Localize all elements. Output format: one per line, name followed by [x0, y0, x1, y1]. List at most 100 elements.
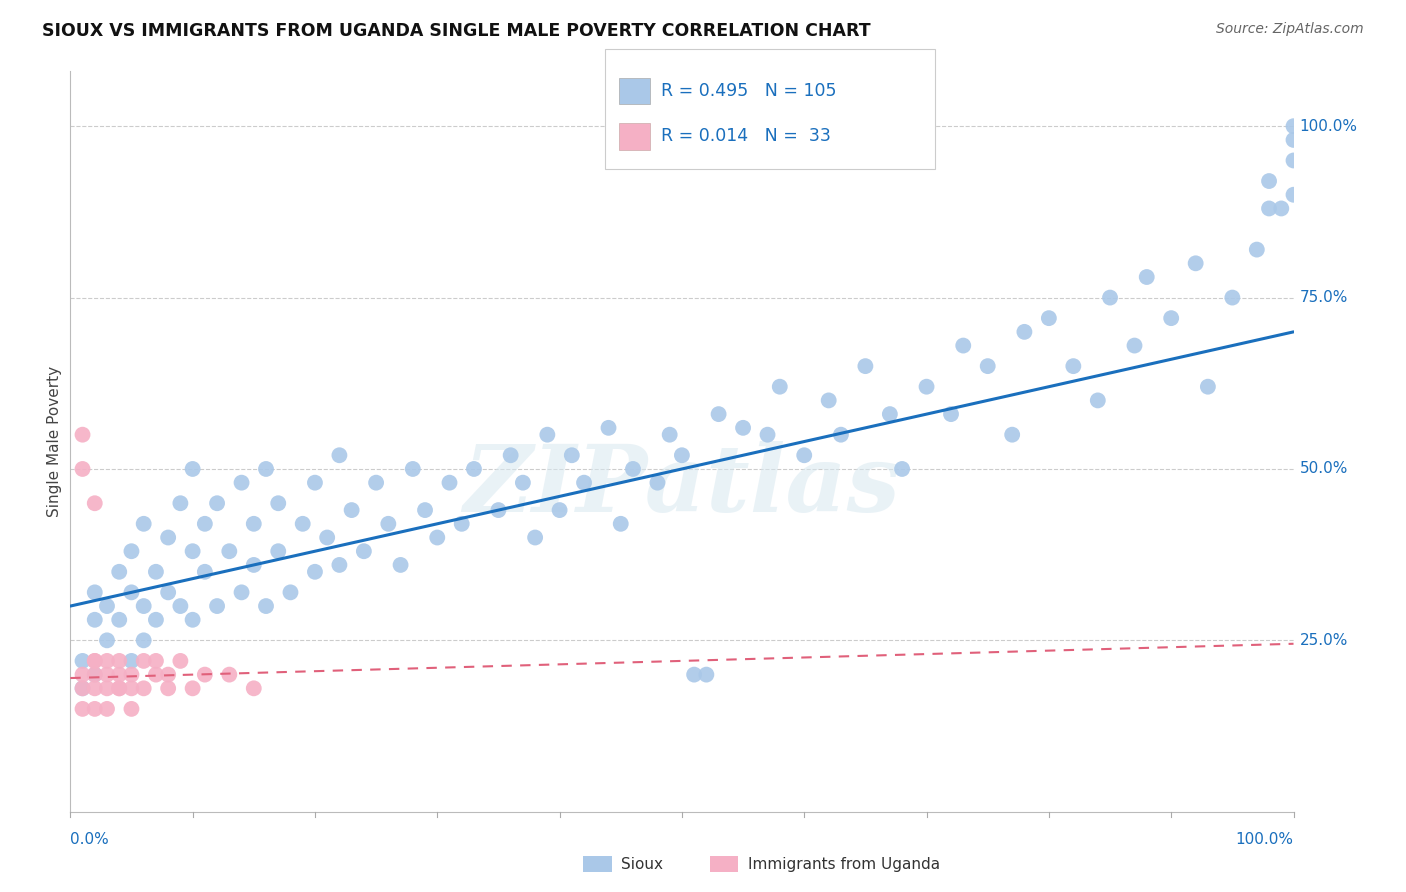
Point	[72, 681, 94, 696]
Point	[169, 599, 191, 613]
Point	[1282, 119, 1305, 133]
Point	[121, 702, 143, 716]
Point	[769, 380, 792, 394]
Point	[157, 681, 180, 696]
Text: Immigrants from Uganda: Immigrants from Uganda	[748, 857, 941, 871]
Point	[254, 462, 277, 476]
Point	[830, 427, 852, 442]
Point	[83, 702, 105, 716]
Point	[83, 654, 105, 668]
Point	[96, 681, 118, 696]
Point	[72, 654, 94, 668]
Point	[879, 407, 901, 421]
Point	[1184, 256, 1206, 270]
Text: 0.0%: 0.0%	[70, 832, 110, 847]
Point	[96, 667, 118, 681]
Point	[218, 667, 240, 681]
Point	[291, 516, 314, 531]
Point	[231, 585, 253, 599]
Text: 100.0%: 100.0%	[1299, 119, 1358, 134]
Point	[108, 613, 131, 627]
Point	[450, 516, 472, 531]
Point	[658, 427, 681, 442]
Point	[96, 633, 118, 648]
Point	[512, 475, 534, 490]
Point	[194, 516, 217, 531]
Point	[1160, 311, 1182, 326]
Text: 25.0%: 25.0%	[1299, 632, 1348, 648]
Point	[132, 681, 155, 696]
Point	[83, 585, 105, 599]
Point	[243, 681, 266, 696]
Point	[157, 667, 180, 681]
Point	[976, 359, 998, 373]
Point	[132, 599, 155, 613]
Point	[499, 448, 522, 462]
Point	[108, 667, 131, 681]
Point	[121, 654, 143, 668]
Point	[439, 475, 461, 490]
Point	[145, 654, 167, 668]
Text: 100.0%: 100.0%	[1236, 832, 1294, 847]
Point	[389, 558, 412, 572]
Point	[1197, 380, 1219, 394]
Point	[402, 462, 425, 476]
Point	[169, 654, 191, 668]
Point	[205, 599, 228, 613]
Point	[304, 475, 326, 490]
Point	[1001, 427, 1024, 442]
Point	[915, 380, 938, 394]
Point	[340, 503, 363, 517]
Point	[817, 393, 839, 408]
Point	[83, 667, 105, 681]
Text: 50.0%: 50.0%	[1299, 461, 1348, 476]
Point	[96, 599, 118, 613]
Point	[572, 475, 595, 490]
Point	[132, 654, 155, 668]
Point	[145, 667, 167, 681]
Point	[621, 462, 644, 476]
Point	[96, 702, 118, 716]
Point	[145, 565, 167, 579]
Point	[855, 359, 877, 373]
Point	[366, 475, 388, 490]
Text: 75.0%: 75.0%	[1299, 290, 1348, 305]
Point	[304, 565, 326, 579]
Point	[1282, 187, 1305, 202]
Point	[426, 531, 449, 545]
Point	[548, 503, 571, 517]
Text: ZIPatlas: ZIPatlas	[464, 441, 900, 531]
Point	[1220, 291, 1243, 305]
Point	[1099, 291, 1122, 305]
Point	[108, 654, 131, 668]
Point	[561, 448, 583, 462]
Point	[72, 681, 94, 696]
Point	[72, 667, 94, 681]
Point	[243, 516, 266, 531]
Y-axis label: Single Male Poverty: Single Male Poverty	[46, 366, 62, 517]
Point	[328, 558, 350, 572]
Point	[218, 544, 240, 558]
Point	[524, 531, 547, 545]
Point	[1270, 202, 1292, 216]
Point	[194, 667, 217, 681]
Point	[316, 531, 339, 545]
Point	[1038, 311, 1060, 326]
Text: SIOUX VS IMMIGRANTS FROM UGANDA SINGLE MALE POVERTY CORRELATION CHART: SIOUX VS IMMIGRANTS FROM UGANDA SINGLE M…	[42, 22, 870, 40]
Point	[72, 702, 94, 716]
Point	[108, 565, 131, 579]
Point	[610, 516, 633, 531]
Point	[231, 475, 253, 490]
Point	[413, 503, 436, 517]
Point	[267, 544, 290, 558]
Point	[1136, 270, 1159, 285]
Point	[683, 667, 706, 681]
Point	[328, 448, 350, 462]
Text: R = 0.014   N =  33: R = 0.014 N = 33	[661, 128, 831, 145]
Point	[1258, 174, 1281, 188]
Point	[793, 448, 815, 462]
Point	[733, 421, 755, 435]
Point	[1282, 133, 1305, 147]
Point	[671, 448, 693, 462]
Point	[463, 462, 485, 476]
